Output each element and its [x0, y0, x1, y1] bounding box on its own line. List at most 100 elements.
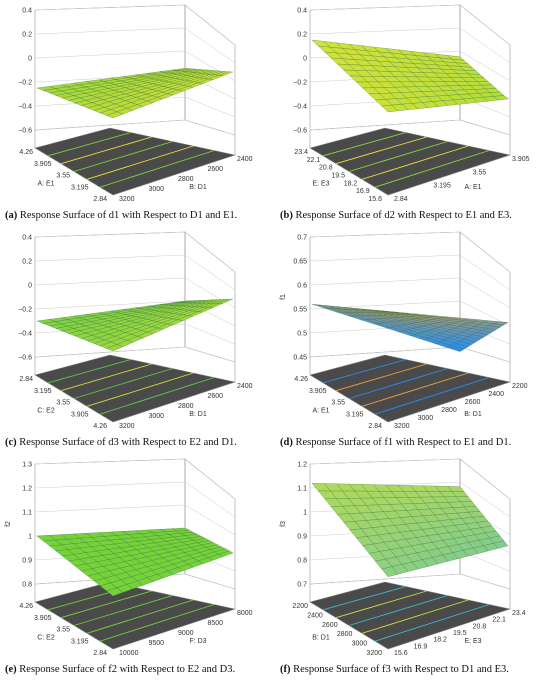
chart-panel: 1.3 1.2 1.1 1 0.9 0.8 f2 4.26 3.905 3.55 3.195 2.84… [0, 454, 275, 681]
z-tick-label: 1.3 [22, 462, 32, 469]
x-tick-label: 2.84 [93, 196, 107, 203]
y-axis-label: E: E3 [464, 638, 481, 645]
caption-text: Response Surface of f2 with Respect to E… [16, 664, 236, 675]
chart-panel: 0.7 0.65 0.6 0.55 0.5 0.45 f1 4.26 3.905 3.55 3.19… [275, 227, 550, 454]
x-tick-label: 2600 [322, 622, 338, 629]
z-tick-label: −0.6 [293, 128, 307, 135]
x-tick-label: 3200 [366, 650, 382, 657]
z-tick-label: 0.9 [297, 534, 307, 541]
z-axis-label: f2 [5, 521, 12, 527]
caption-label: (e) [5, 664, 17, 675]
caption-text: Response Surface of f1 with Respect to E… [292, 437, 512, 448]
z-tick-label: 0.2 [22, 32, 32, 39]
z-tick-label: 0 [28, 56, 32, 63]
x-tick-label: 2.84 [93, 650, 107, 657]
z-tick-label: 0.7 [297, 235, 307, 242]
x-tick-label: 16.9 [356, 188, 370, 195]
z-axis-label: f3 [280, 521, 287, 527]
y-axis-label: B: D1 [189, 411, 207, 418]
z-tick-label: 0 [303, 56, 307, 63]
y-tick-label: 9500 [149, 640, 165, 647]
y-axis-label: A: E1 [464, 184, 481, 191]
response-surface [36, 68, 234, 119]
z-tick-label: −0.4 [293, 104, 307, 111]
caption-text: Response Surface of f3 with Respect to D… [290, 664, 509, 675]
x-tick-label: 4.26 [294, 376, 308, 383]
z-tick-label: −0.6 [18, 355, 32, 362]
x-tick-label: 2.84 [19, 376, 33, 383]
chart-panel: 0.4 0.2 0 −0.2 −0.4 −0.6 23.4 22.1 20.8 19.5 18.2 1… [275, 0, 550, 227]
y-tick-label: 9000 [178, 630, 194, 637]
x-axis-label: C: E2 [37, 635, 55, 642]
z-tick-label: −0.4 [18, 104, 32, 111]
y-tick-label: 2600 [465, 399, 481, 406]
figure-caption: (e) Response Surface of f2 with Respect … [5, 664, 235, 675]
x-tick-label: 3.55 [56, 400, 70, 407]
y-tick-label: 2400 [237, 383, 253, 390]
surface-plot: 1.3 1.2 1.1 1 0.9 0.8 f2 4.263.905 3.553.195 2.84… [5, 458, 253, 657]
x-tick-label: 2400 [307, 612, 323, 619]
x-tick-label: 3.55 [56, 627, 70, 634]
y-tick-label: 20.8 [473, 623, 487, 630]
x-tick-label: 19.5 [331, 173, 345, 180]
caption-text: Response Surface of d1 with Respect to D… [17, 210, 238, 221]
caption-label: (a) [5, 210, 18, 221]
caption-text: Response Surface of d2 with Respect to E… [292, 210, 512, 221]
z-tick-label: 0.65 [293, 259, 307, 266]
z-tick-label: 1 [28, 534, 32, 541]
y-tick-label: 3200 [119, 196, 135, 203]
y-tick-label: 8500 [208, 620, 224, 627]
z-tick-label: 0.4 [297, 8, 307, 15]
z-tick-label: 0.8 [297, 558, 307, 565]
y-tick-label: 2600 [208, 166, 224, 173]
chart-panel: 1.2 1.1 1 0.9 0.8 0.7 f3 2200 2400 2600 2800 3000 32… [275, 454, 550, 681]
y-tick-label: 3000 [418, 415, 434, 422]
y-axis-label: B: D1 [464, 411, 482, 418]
x-tick-label: 4.26 [93, 423, 107, 430]
figure-caption: (c) Response Surface of d3 with Respect … [5, 437, 237, 448]
surface-plot: 0.4 0.2 0 −0.2 −0.4 −0.6 2.843.195 3.553.905 4.2… [18, 231, 253, 430]
x-tick-label: 3.905 [71, 411, 89, 418]
y-tick-label: 2.84 [394, 196, 408, 203]
chart-panel: 0.4 0.2 0 −0.2 −0.4 −0.6 4.26 3.905 3.55 3.195 2.8… [0, 0, 275, 227]
caption-label: (b) [280, 210, 293, 221]
y-tick-label: 19.5 [453, 630, 467, 637]
x-tick-label: 22.1 [307, 157, 321, 164]
y-tick-label: 8000 [237, 610, 253, 617]
x-axis-label: A: E1 [312, 408, 329, 415]
x-tick-label: 2200 [292, 603, 308, 610]
x-tick-label: 4.26 [19, 603, 33, 610]
response-surface [36, 527, 234, 597]
y-tick-label: 18.2 [433, 637, 447, 644]
z-axis-label: f1 [280, 294, 287, 300]
caption-label: (f) [280, 664, 291, 675]
x-tick-label: 15.6 [368, 196, 382, 203]
plot-box [309, 231, 511, 363]
y-tick-label: 2200 [512, 383, 528, 390]
x-tick-label: 23.4 [294, 149, 308, 156]
z-tick-label: 0.7 [297, 582, 307, 589]
y-axis-label: B: D1 [189, 184, 207, 191]
response-surface [36, 298, 234, 352]
z-tick-label: 0.9 [22, 558, 32, 565]
z-tick-label: 1.1 [22, 510, 32, 517]
x-tick-label: 2.84 [368, 423, 382, 430]
y-tick-label: 3200 [394, 423, 410, 430]
y-tick-label: 2800 [178, 176, 194, 183]
response-surface [311, 483, 509, 577]
z-tick-label: −0.2 [18, 307, 32, 314]
z-tick-label: 1.2 [297, 462, 307, 469]
y-tick-label: 3000 [149, 186, 165, 193]
surface-plot: 0.40.20−0.2−0.4−0.623.422.120.819.518.21… [293, 4, 530, 203]
y-tick-label: 16.9 [414, 643, 428, 650]
figure-caption: (f) Response Surface of f3 with Respect … [280, 664, 509, 675]
plot-box [34, 231, 236, 363]
y-tick-label: 2400 [237, 156, 253, 163]
y-tick-label: 2400 [488, 391, 504, 398]
x-tick-label: 3.905 [309, 388, 327, 395]
y-tick-label: 2800 [441, 407, 457, 414]
response-surface [311, 304, 509, 352]
z-tick-label: −0.4 [18, 331, 32, 338]
y-tick-label: 3.905 [512, 156, 530, 163]
y-tick-label: 3000 [149, 413, 165, 420]
